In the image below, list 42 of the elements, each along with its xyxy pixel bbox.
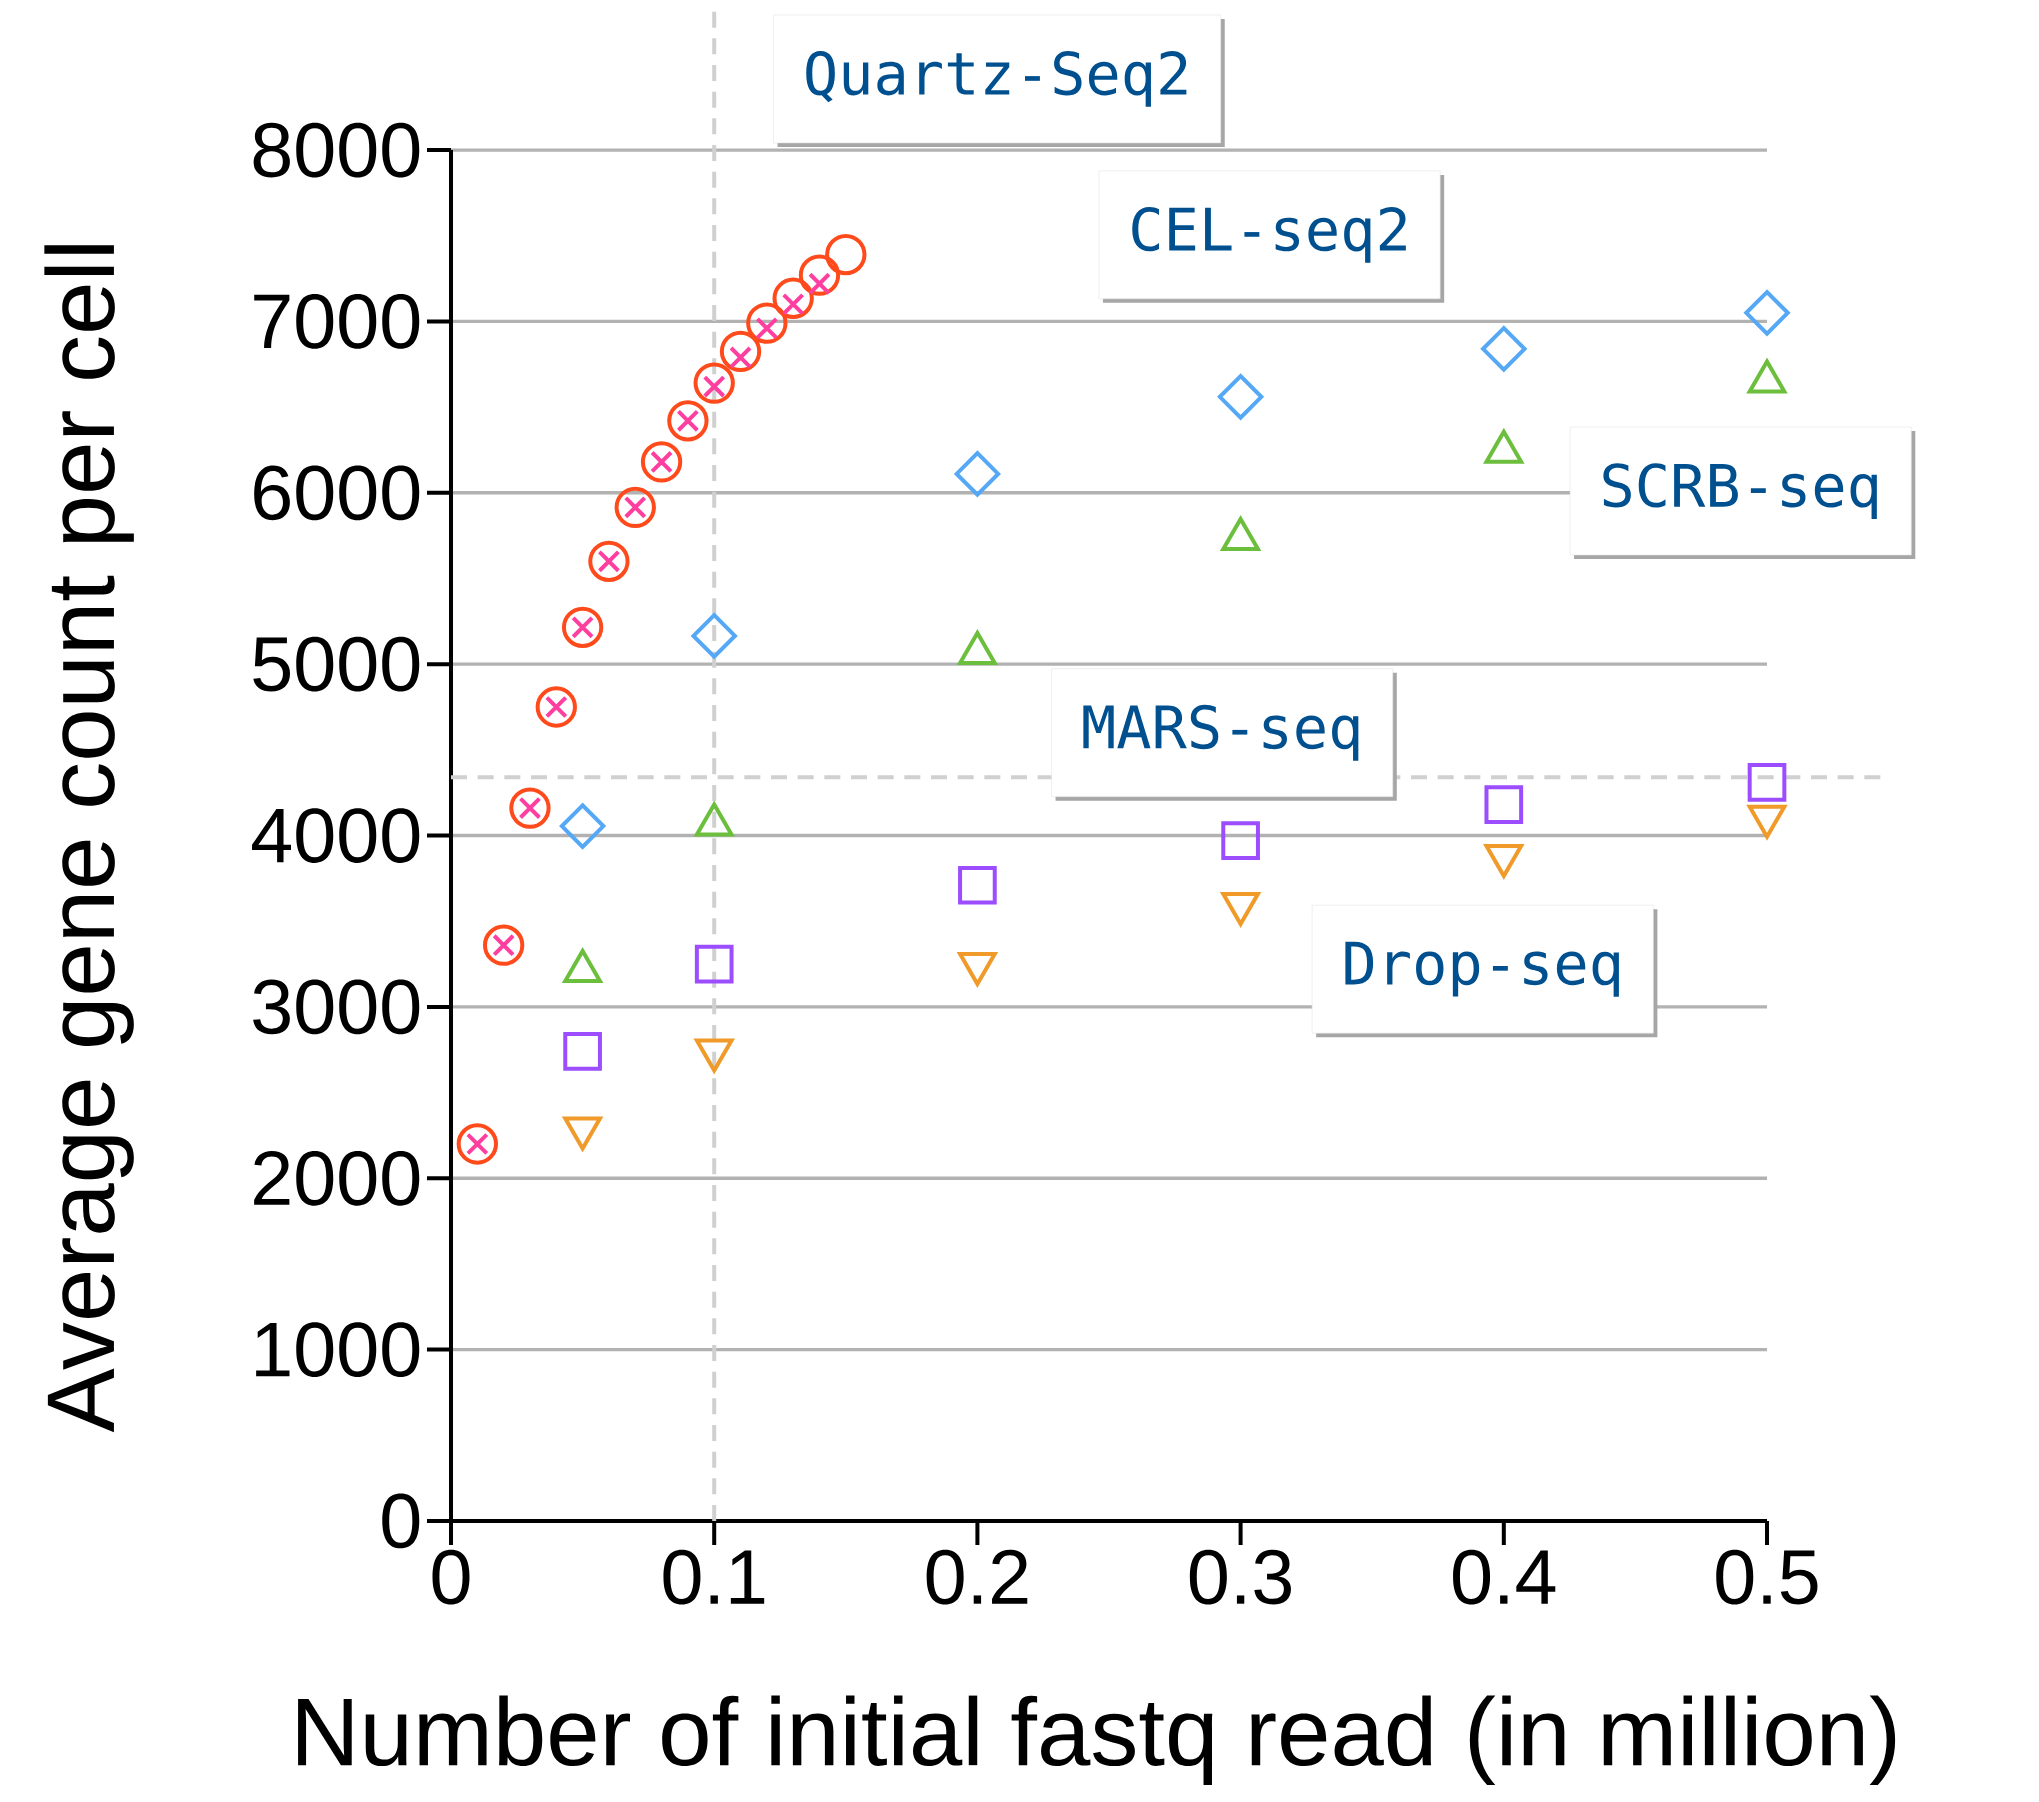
x-tick-label: 0.4	[1453, 1549, 1556, 1605]
point	[719, 330, 762, 373]
point	[694, 944, 734, 984]
point	[1484, 785, 1524, 825]
y-tick-label: 1000	[256, 1322, 420, 1377]
x-tick-label: 0.5	[1716, 1549, 1818, 1605]
point	[667, 400, 709, 442]
point	[563, 1032, 602, 1071]
series-label: CEL-seq2	[1132, 206, 1406, 263]
x-tick-label: 0.2	[926, 1549, 1028, 1605]
point	[1217, 374, 1264, 420]
point	[1221, 821, 1260, 860]
point	[691, 613, 737, 659]
point	[825, 233, 867, 276]
point	[954, 451, 1001, 497]
series-label: SCRB-seq	[1603, 463, 1877, 519]
y-tick-label: 2000	[254, 1150, 420, 1206]
point	[509, 787, 551, 829]
x-tick-label: 0.1	[663, 1549, 765, 1605]
point	[772, 277, 814, 319]
series-label: MARS-seq	[1083, 704, 1359, 761]
point	[958, 865, 997, 905]
y-tick-label: 6000	[254, 465, 420, 521]
point	[559, 803, 606, 849]
x-axis-title: Number of initial fastq read (in million)	[298, 1695, 1896, 1786]
y-tick-label: 5000	[253, 636, 420, 692]
series-label: Drop-seq	[1345, 941, 1619, 997]
x-tick-label: 0.3	[1189, 1549, 1291, 1605]
y-tick-label: 8000	[253, 122, 420, 178]
point	[746, 302, 788, 344]
point	[798, 254, 841, 296]
text: Quartz-Seq2	[806, 51, 1187, 107]
point	[1481, 326, 1527, 372]
point	[1744, 290, 1790, 336]
y-tick-label: 4000	[252, 808, 420, 863]
point	[693, 362, 735, 404]
y-tick-label: 7000	[254, 294, 420, 349]
y-tick-label: 0	[382, 1493, 420, 1549]
x-tick-label: 0	[432, 1549, 470, 1605]
point	[1747, 763, 1787, 802]
y-axis-title: Average gene count per cell	[44, 245, 134, 1433]
y-tick-label: 3000	[253, 979, 420, 1035]
